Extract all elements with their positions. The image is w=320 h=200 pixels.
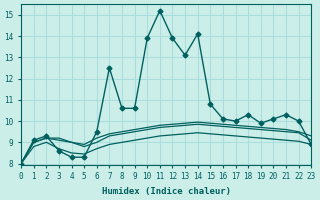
X-axis label: Humidex (Indice chaleur): Humidex (Indice chaleur) (102, 187, 231, 196)
